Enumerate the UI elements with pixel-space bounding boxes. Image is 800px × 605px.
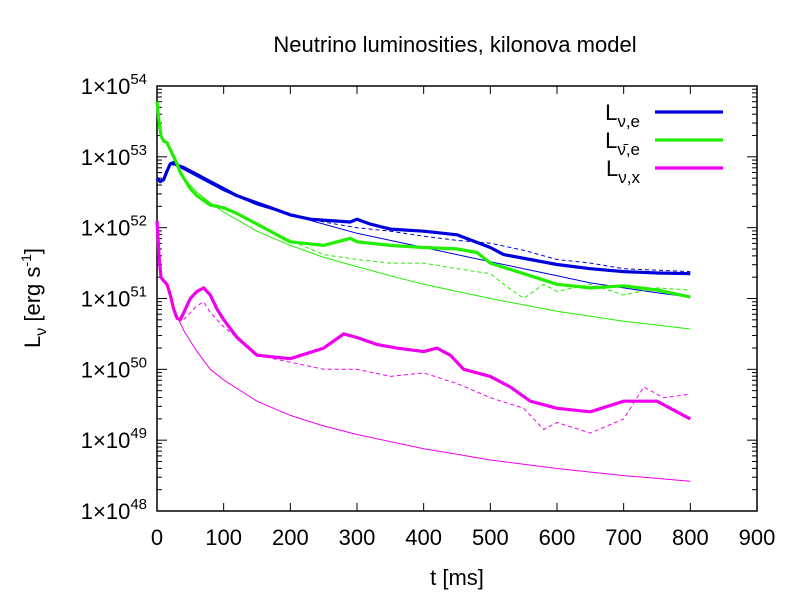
x-tick-label: 0	[151, 525, 163, 550]
legend-label-sub: ν,e	[617, 112, 640, 131]
y-tick-label: 1×1052	[81, 213, 147, 241]
y-tick-label: 1×1048	[81, 496, 147, 524]
y-axis-label: Lν [erg s-1]	[18, 248, 50, 348]
x-tick-label: 500	[472, 525, 509, 550]
y-tick-base: 1×10	[81, 145, 131, 170]
y-tick-base: 1×10	[81, 74, 131, 99]
legend-label: Lν,x	[606, 156, 640, 187]
y-tick-exponent: 48	[130, 496, 147, 513]
y-tick-base: 1×10	[81, 499, 131, 524]
legend-label-sub: ν,x	[618, 168, 640, 187]
y-tick-base: 1×10	[81, 428, 131, 453]
y-label-rest: [erg s	[20, 267, 45, 328]
y-tick-label: 1×1053	[81, 142, 147, 170]
series-l-anti-nu-e-thin	[176, 167, 691, 330]
x-tick-label: 800	[672, 525, 709, 550]
y-label-sub: ν	[33, 328, 50, 336]
x-tick-label: 900	[739, 525, 776, 550]
legend-label-main: L	[606, 156, 618, 181]
y-tick-base: 1×10	[81, 287, 131, 312]
series-l-anti-nu-e-dashed	[223, 205, 691, 299]
series-l-nu-x-dashed	[183, 301, 691, 434]
legend-label-sub: ν̄,e	[617, 140, 640, 159]
y-tick-base: 1×10	[81, 216, 131, 241]
y-tick-exponent: 49	[130, 425, 147, 442]
series-l-nu-x-thin	[176, 315, 691, 482]
x-axis-label: t [ms]	[430, 565, 484, 590]
y-tick-exponent: 50	[130, 354, 147, 371]
y-tick-exponent: 54	[130, 71, 147, 88]
x-tick-label: 600	[539, 525, 576, 550]
x-axis: 0 100 200 300 400 500 600 700 800 900	[151, 86, 775, 550]
x-tick-label: 700	[605, 525, 642, 550]
legend-label-main: L	[605, 100, 617, 125]
x-tick-label: 300	[339, 525, 376, 550]
y-label-sup: -1	[18, 254, 34, 267]
legend-label-main: L	[605, 128, 617, 153]
y-tick-label: 1×1050	[81, 354, 147, 382]
x-tick-label: 100	[205, 525, 242, 550]
y-tick-exponent: 51	[130, 284, 147, 301]
x-tick-label: 200	[272, 525, 309, 550]
chart-title: Neutrino luminosities, kilonova model	[273, 32, 636, 57]
series-l-nu-e-dashed	[170, 163, 691, 273]
y-label-close: ]	[20, 248, 45, 254]
y-tick-base: 1×10	[81, 357, 131, 382]
y-tick-label: 1×1054	[81, 71, 147, 99]
legend-label: Lν̄,e	[605, 128, 640, 159]
y-axis: 1×10481×10491×10501×10511×10521×10531×10…	[81, 71, 757, 524]
series-l-nu-x	[155, 220, 692, 421]
series-l-nu-e-thin	[170, 162, 691, 298]
series-layer	[155, 101, 692, 482]
plot-area: 0 100 200 300 400 500 600 700 800 900 1×10481×104…	[81, 71, 776, 550]
y-tick-label: 1×1049	[81, 425, 147, 453]
y-tick-label: 1×1051	[81, 284, 147, 312]
legend-label: Lν,e	[605, 100, 640, 131]
x-tick-label: 400	[405, 525, 442, 550]
series-l-nu-e	[155, 160, 691, 276]
y-tick-exponent: 52	[130, 213, 147, 230]
y-tick-exponent: 53	[130, 142, 147, 159]
y-label-main: L	[20, 336, 45, 348]
legend: Lν,eLν̄,eLν,x	[605, 100, 723, 187]
plot-frame	[156, 85, 758, 512]
